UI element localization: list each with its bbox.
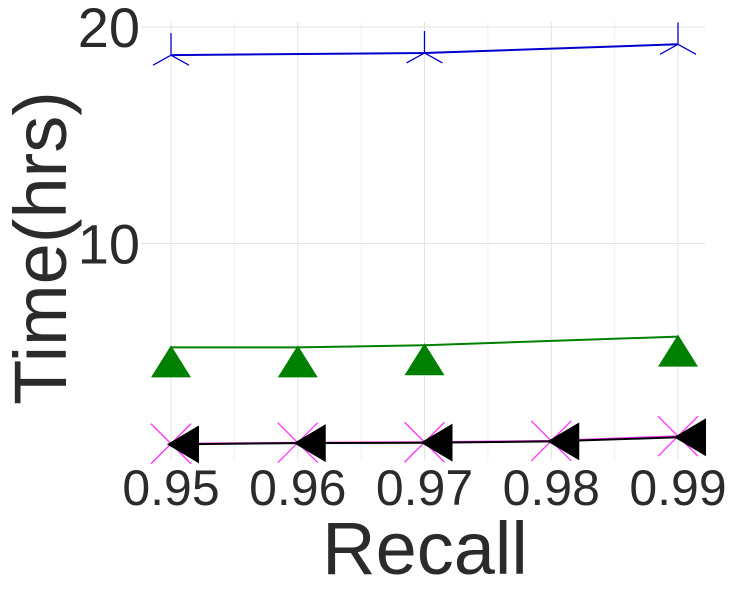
x-tick-label: 0.99 xyxy=(629,460,726,516)
y-axis-title: Time(hrs) xyxy=(0,91,82,405)
data-point xyxy=(659,22,697,55)
series-2 xyxy=(151,334,698,378)
x-tick-label: 0.98 xyxy=(503,460,600,516)
data-point xyxy=(151,345,191,378)
data-point xyxy=(420,423,453,462)
data-point xyxy=(152,33,190,66)
x-tick-label: 0.96 xyxy=(249,460,346,516)
data-point xyxy=(547,422,580,461)
x-axis-title: Recall xyxy=(322,507,528,590)
data-point xyxy=(658,334,698,367)
data-point xyxy=(404,343,445,376)
series-line xyxy=(171,335,679,349)
x-tick-label: 0.95 xyxy=(122,460,219,516)
series-4 xyxy=(167,418,706,464)
series-1 xyxy=(152,22,697,66)
grid xyxy=(141,22,705,460)
data-point xyxy=(167,425,199,464)
data-point xyxy=(293,424,326,463)
data-point xyxy=(277,345,318,378)
ticks: 0.95 0.96 0.97 0.98 0.99 10 20 xyxy=(78,0,727,516)
series-layer xyxy=(150,22,706,465)
data-point xyxy=(406,30,443,64)
x-tick-label: 0.97 xyxy=(376,460,473,516)
y-tick-label: 10 xyxy=(78,213,140,276)
data-point xyxy=(674,418,706,457)
y-tick-label: 20 xyxy=(78,0,140,59)
